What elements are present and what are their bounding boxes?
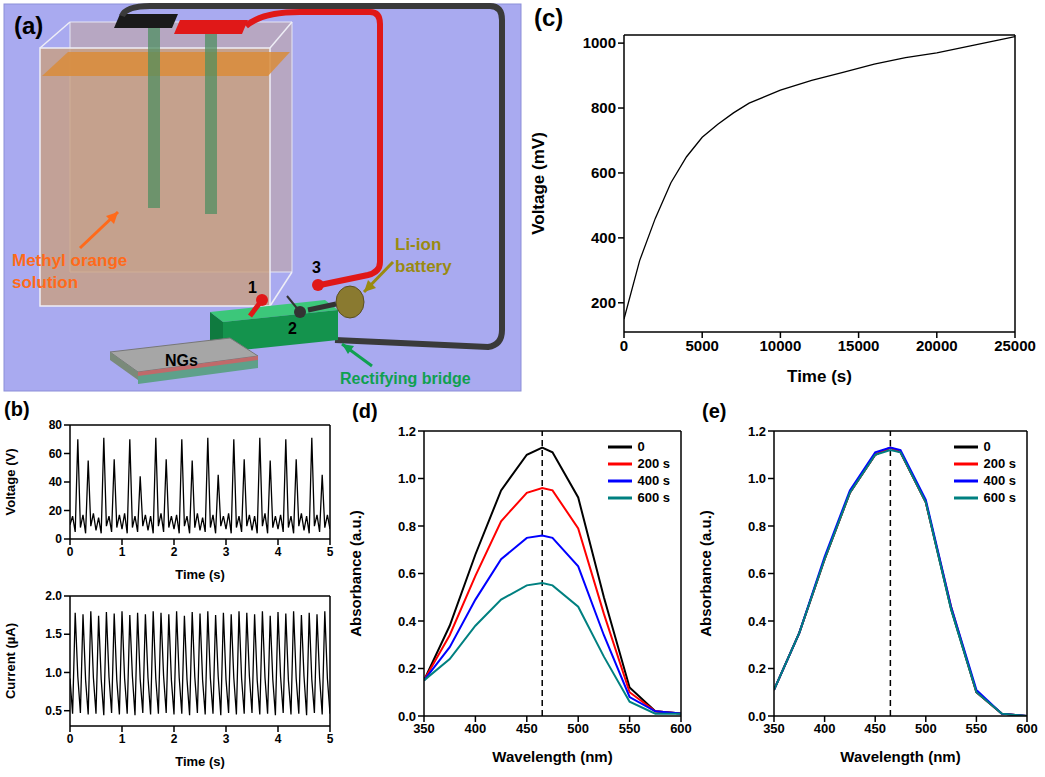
svg-text:0.0: 0.0: [398, 709, 416, 724]
svg-text:1.0: 1.0: [45, 666, 62, 680]
svg-text:400: 400: [465, 721, 487, 736]
html-text:200 s: 200 s: [637, 456, 670, 471]
svg-text:Li-ion: Li-ion: [395, 235, 441, 254]
svg-text:200: 200: [591, 294, 616, 311]
svg-text:5000: 5000: [686, 337, 719, 354]
svg-text:0.4: 0.4: [748, 614, 767, 629]
svg-text:Time (s): Time (s): [175, 567, 225, 582]
svg-text:600: 600: [1016, 721, 1038, 736]
html-text:(b): (b): [4, 398, 30, 420]
svg-text:3: 3: [223, 732, 230, 746]
svg-text:Current (µA): Current (µA): [3, 623, 18, 699]
svg-text:80: 80: [49, 418, 63, 432]
svg-text:battery: battery: [395, 257, 452, 276]
svg-text:4: 4: [275, 545, 282, 559]
svg-text:1.0: 1.0: [748, 471, 766, 486]
svg-text:0: 0: [67, 545, 74, 559]
html-text:(c): (c): [534, 4, 564, 31]
svg-text:0.4: 0.4: [398, 614, 417, 629]
svg-text:20: 20: [49, 504, 63, 518]
svg-text:1.2: 1.2: [748, 424, 766, 439]
svg-text:2: 2: [288, 320, 297, 337]
svg-text:0: 0: [620, 337, 628, 354]
svg-text:NGs: NGs: [165, 352, 198, 369]
svg-text:450: 450: [516, 721, 538, 736]
svg-text:5: 5: [327, 545, 334, 559]
svg-text:500: 500: [915, 721, 937, 736]
svg-text:2: 2: [171, 732, 178, 746]
html-text:0: 0: [983, 439, 991, 454]
svg-text:1: 1: [248, 279, 257, 296]
svg-text:4: 4: [275, 732, 282, 746]
svg-text:Wavelength (nm): Wavelength (nm): [840, 748, 960, 765]
html-text:600 s: 600 s: [983, 490, 1016, 505]
html-text:600 s: 600 s: [637, 490, 670, 505]
svg-text:Absorbance (a.u.): Absorbance (a.u.): [348, 510, 364, 637]
svg-text:Wavelength (nm): Wavelength (nm): [492, 748, 612, 765]
svg-text:solution: solution: [12, 273, 78, 292]
svg-text:0.6: 0.6: [398, 566, 416, 581]
svg-text:Methyl orange: Methyl orange: [12, 251, 127, 270]
svg-text:350: 350: [763, 721, 785, 736]
svg-text:1.5: 1.5: [45, 627, 62, 641]
svg-text:(a): (a): [14, 12, 43, 39]
svg-text:1000: 1000: [583, 34, 616, 51]
svg-text:60: 60: [49, 447, 63, 461]
svg-text:5: 5: [327, 732, 334, 746]
svg-text:0.8: 0.8: [748, 519, 766, 534]
svg-text:Rectifying bridge: Rectifying bridge: [340, 370, 471, 387]
svg-text:1.0: 1.0: [398, 471, 416, 486]
svg-text:1: 1: [119, 732, 126, 746]
svg-text:40: 40: [49, 475, 63, 489]
svg-text:0.2: 0.2: [748, 661, 766, 676]
svg-text:800: 800: [591, 99, 616, 116]
svg-text:0: 0: [67, 732, 74, 746]
svg-text:400: 400: [814, 721, 836, 736]
svg-text:600: 600: [670, 721, 692, 736]
svg-text:350: 350: [413, 721, 435, 736]
svg-text:400: 400: [591, 229, 616, 246]
svg-text:600: 600: [591, 164, 616, 181]
svg-text:0.8: 0.8: [398, 519, 416, 534]
svg-text:1.2: 1.2: [398, 424, 416, 439]
html-text:200 s: 200 s: [983, 456, 1016, 471]
svg-text:550: 550: [619, 721, 641, 736]
svg-text:450: 450: [864, 721, 886, 736]
svg-text:Voltage (mV): Voltage (mV): [529, 132, 548, 235]
html-text:(d): (d): [352, 400, 378, 422]
svg-text:2.0: 2.0: [45, 589, 62, 603]
svg-text:3: 3: [223, 545, 230, 559]
svg-text:500: 500: [567, 721, 589, 736]
svg-text:0.6: 0.6: [748, 566, 766, 581]
svg-text:20000: 20000: [916, 337, 958, 354]
svg-text:3: 3: [312, 259, 321, 276]
svg-text:2: 2: [171, 545, 178, 559]
svg-text:1: 1: [119, 545, 126, 559]
svg-text:0.5: 0.5: [45, 704, 62, 718]
svg-text:Time (s): Time (s): [787, 367, 852, 386]
html-text:(e): (e): [702, 400, 727, 422]
svg-text:0: 0: [55, 532, 62, 546]
svg-text:550: 550: [966, 721, 988, 736]
svg-text:0.2: 0.2: [398, 661, 416, 676]
svg-text:25000: 25000: [994, 337, 1036, 354]
svg-text:0.0: 0.0: [748, 709, 766, 724]
html-text:400 s: 400 s: [637, 473, 670, 488]
svg-text:Voltage (V): Voltage (V): [3, 449, 18, 516]
svg-text:10000: 10000: [760, 337, 802, 354]
svg-text:Absorbance (a.u.): Absorbance (a.u.): [698, 510, 714, 637]
html-text:400 s: 400 s: [983, 473, 1016, 488]
svg-text:15000: 15000: [838, 337, 880, 354]
svg-text:Time (s): Time (s): [175, 754, 225, 769]
html-text:0: 0: [637, 439, 645, 454]
